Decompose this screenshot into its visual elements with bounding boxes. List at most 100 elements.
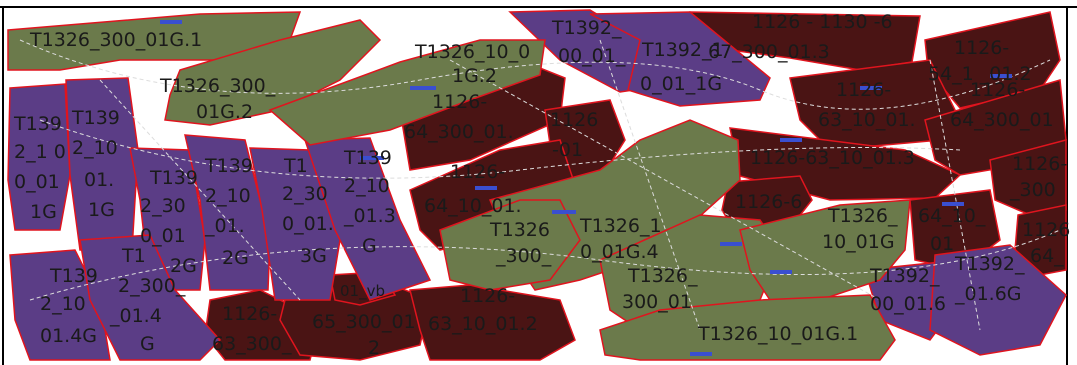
label-m3a: 1126- bbox=[836, 79, 891, 101]
label-p10a: T1 bbox=[121, 245, 146, 267]
label-p3c: 0_01 bbox=[14, 171, 60, 193]
parcel-m12 bbox=[1014, 204, 1067, 276]
label-p7a: T1 bbox=[283, 155, 308, 177]
label-g3b: 1G.2 bbox=[452, 65, 497, 87]
label-p11b: 00_01.6 bbox=[870, 293, 946, 315]
label-p4d: 1G bbox=[88, 199, 115, 221]
label-m4b: 64_300_01 bbox=[950, 109, 1054, 131]
label-p6b: 2_10 bbox=[205, 185, 251, 207]
label-p3b: 2_1 0 bbox=[14, 141, 66, 163]
label-p11a: T1392_ bbox=[869, 265, 940, 287]
label-p2b: 0_01_1G bbox=[640, 73, 722, 95]
label-p5a: T139 bbox=[149, 167, 198, 189]
label-m7: 1126-63_10_01.3 bbox=[750, 147, 915, 169]
marker-tag bbox=[160, 20, 182, 24]
label-g7b: 10_01G bbox=[822, 231, 895, 253]
label-p7d: 3G bbox=[300, 245, 327, 267]
label-m9: 1126-6 bbox=[735, 191, 802, 213]
label-p8a: T139 bbox=[343, 147, 392, 169]
parcel-p4 bbox=[65, 77, 139, 251]
parcel-g8 bbox=[599, 294, 896, 361]
parcel-p8 bbox=[303, 137, 432, 301]
label-m5b: 64_300_01. bbox=[404, 121, 514, 143]
label-m14a: 65_300_01 bbox=[312, 311, 416, 333]
marker-tag bbox=[780, 138, 802, 142]
label-g8: T1326_10_01G.1 bbox=[697, 323, 858, 345]
label-p4c: 01. bbox=[84, 169, 114, 191]
label-m15b: 63_10_01.2 bbox=[428, 313, 538, 335]
label-m13a: 1126- bbox=[222, 303, 277, 325]
label-g4a: T1326_1 bbox=[579, 215, 662, 237]
parcel-p6 bbox=[184, 134, 271, 291]
label-m11a: 64_10_ bbox=[918, 205, 986, 227]
label-m5a: 1126- bbox=[432, 91, 487, 113]
marker-tags bbox=[160, 20, 1012, 356]
label-m11b: 01 bbox=[930, 233, 954, 255]
marker-tag bbox=[360, 156, 384, 160]
label-p4b: 2_10 bbox=[72, 137, 118, 159]
parcel-p3 bbox=[7, 83, 71, 231]
label-m16: 01_vb bbox=[340, 282, 385, 301]
connection-lines bbox=[19, 39, 1061, 331]
label-m8a: 1126- bbox=[450, 161, 505, 183]
label-m13b: 63_300_ bbox=[212, 333, 292, 355]
label-p9b: 2_10 bbox=[40, 293, 86, 315]
label-m1b: 67_300_01.3 bbox=[708, 41, 830, 63]
label-p10b: 2_300_ bbox=[118, 275, 186, 297]
label-p8c: _01.3 bbox=[343, 205, 396, 227]
parcel-g5 bbox=[439, 199, 581, 291]
marker-tag bbox=[475, 186, 497, 190]
label-p6a: T139 bbox=[204, 155, 253, 177]
parcel-p12 bbox=[929, 244, 1067, 356]
label-p2a: T1392_1 bbox=[641, 39, 724, 61]
label-p10d: G bbox=[140, 333, 155, 355]
label-m12b: 64_ bbox=[1030, 245, 1064, 267]
label-p7b: 2_30 bbox=[282, 183, 328, 205]
label-m4a: 1126- bbox=[970, 79, 1025, 101]
purple-parcels bbox=[7, 9, 1067, 361]
marker-tag bbox=[770, 270, 792, 274]
marker-tag bbox=[942, 202, 964, 206]
label-g2a: T1326_300_ bbox=[159, 75, 276, 97]
parcel-p2 bbox=[589, 11, 771, 107]
label-g5a: T1326 bbox=[489, 219, 550, 241]
label-g3a: T1326_10_0 bbox=[414, 41, 530, 63]
label-m14b: 2 bbox=[368, 337, 380, 359]
label-p5d: 2G bbox=[170, 255, 197, 277]
label-g7a: T1326_ bbox=[827, 205, 898, 227]
label-p9c: 01.4G bbox=[40, 325, 97, 347]
label-p10c: _01.4 bbox=[109, 305, 162, 327]
marker-tag bbox=[410, 86, 436, 90]
parcel-labels: T1326_300_01G.1 T1326_300_ 01G.2 T1326_1… bbox=[13, 11, 1070, 359]
label-m2a: 1126- bbox=[954, 37, 1009, 59]
marker-tag bbox=[720, 242, 742, 246]
label-p12a: T1392_ bbox=[954, 253, 1025, 275]
label-p7c: 0_01. bbox=[282, 213, 334, 235]
label-m1a: 1126 - 1130 -6 bbox=[752, 11, 893, 33]
label-p1b: 00_01_ bbox=[558, 45, 626, 67]
label-p8b: 2_10 bbox=[344, 175, 390, 197]
parcel-p9 bbox=[9, 249, 111, 361]
parcel-p10 bbox=[79, 234, 222, 361]
label-m10a: 1126- bbox=[1012, 153, 1067, 175]
marker-tag bbox=[860, 86, 882, 90]
parcel-g7 bbox=[739, 199, 911, 301]
label-m15a: 1126- bbox=[460, 285, 515, 307]
label-g6a: T1326_ bbox=[627, 265, 698, 287]
label-p12b: _01.6G bbox=[954, 283, 1022, 305]
label-g6b: 300_01 bbox=[622, 291, 692, 313]
marker-tag bbox=[552, 210, 576, 214]
label-p1a: T1392_ bbox=[551, 17, 622, 39]
label-p6c: _01. bbox=[204, 215, 245, 237]
label-m8b: 64_10_01. bbox=[424, 195, 522, 217]
label-g5b: _300_ bbox=[495, 245, 552, 267]
label-p8d: G bbox=[362, 235, 377, 257]
label-p9a: T139 bbox=[49, 265, 98, 287]
label-p3a: T139 bbox=[13, 113, 62, 135]
label-g1: T1326_300_01G.1 bbox=[29, 29, 202, 51]
label-m6a: 1126 bbox=[550, 109, 598, 131]
label-m6b: -01 bbox=[552, 139, 583, 161]
label-m2b: 54_1 _01.2 bbox=[928, 63, 1032, 85]
label-p4a: T139 bbox=[71, 107, 120, 129]
